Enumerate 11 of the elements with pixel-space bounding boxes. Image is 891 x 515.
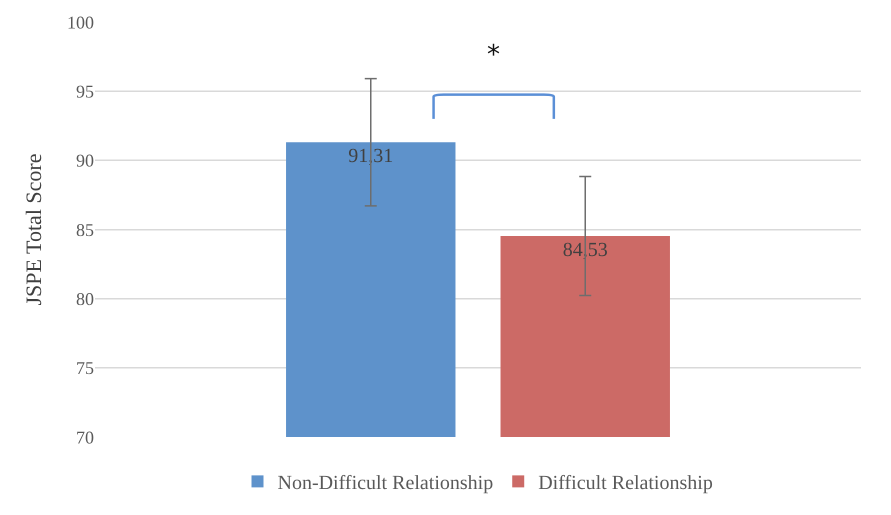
legend-label: Difficult Relationship bbox=[538, 472, 713, 494]
legend-label: Non-Difficult Relationship bbox=[278, 472, 494, 494]
y-tick-label: 70 bbox=[76, 427, 94, 448]
y-tick-label: 100 bbox=[67, 12, 94, 32]
y-tick-label: 80 bbox=[76, 288, 94, 309]
y-axis-title: JSPE Total Score bbox=[21, 153, 46, 306]
annotation: * bbox=[487, 40, 500, 70]
y-tick-label: 90 bbox=[76, 150, 94, 171]
y-tick-label: 85 bbox=[76, 220, 94, 240]
y-tick-label: 95 bbox=[76, 81, 94, 102]
y-tick-label: 75 bbox=[76, 358, 94, 378]
